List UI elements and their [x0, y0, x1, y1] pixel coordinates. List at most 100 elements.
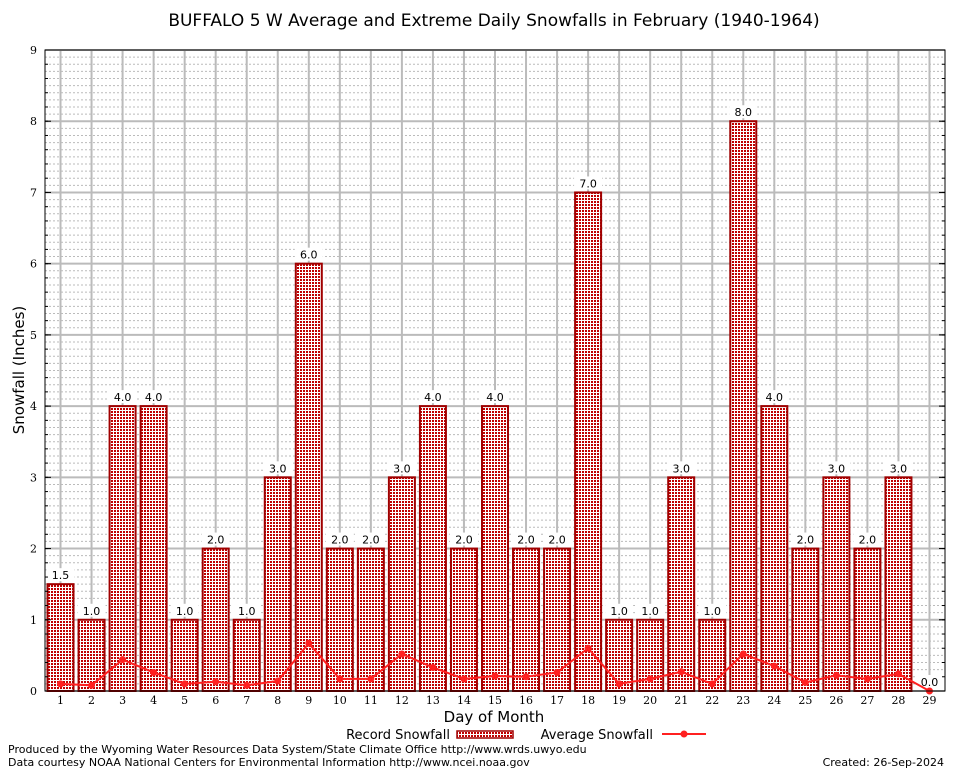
y-tick-label: 6 [30, 258, 37, 271]
data-label-day-14: 2.0 [455, 534, 473, 547]
data-label-day-5: 1.0 [176, 605, 194, 618]
average-point-day-7 [243, 681, 251, 689]
average-line [57, 639, 933, 695]
bar-day-15 [481, 405, 509, 692]
x-tick-label: 14 [457, 694, 471, 707]
y-tick-label: 5 [30, 329, 37, 342]
chart-title: BUFFALO 5 W Average and Extreme Daily Sn… [168, 11, 819, 31]
average-point-day-16 [522, 673, 530, 681]
x-tick-label: 10 [333, 694, 347, 707]
data-label-bg [884, 461, 913, 475]
x-tick-label: 29 [922, 694, 936, 707]
data-label-bg [263, 461, 292, 475]
x-tick-label: 26 [829, 694, 843, 707]
x-tick-label: 20 [643, 694, 657, 707]
y-tick-label: 9 [30, 44, 37, 57]
y-tick-label: 0 [30, 685, 37, 698]
data-label-day-13: 4.0 [424, 391, 442, 404]
x-tick-label: 16 [519, 694, 533, 707]
data-label-bg [387, 461, 416, 475]
data-label-day-22: 1.0 [703, 605, 721, 618]
data-label-day-9: 6.0 [300, 249, 318, 262]
average-point-day-18 [584, 644, 592, 652]
bar-day-21 [667, 476, 696, 693]
data-label-day-1: 1.5 [52, 569, 70, 582]
y-tick-label: 8 [30, 115, 37, 128]
x-tick-label: 12 [395, 694, 409, 707]
data-label-day-21: 3.0 [672, 462, 690, 475]
data-label-day-18: 7.0 [579, 177, 597, 190]
data-label-bg [325, 532, 354, 546]
average-point-day-25 [801, 678, 809, 686]
x-tick-label: 2 [88, 694, 95, 707]
data-label-bg [481, 390, 509, 404]
average-point-day-8 [274, 677, 282, 685]
x-tick-label: 25 [798, 694, 812, 707]
data-label-day-16: 2.0 [517, 534, 535, 547]
data-label-day-28: 3.0 [890, 462, 908, 475]
data-label-bg [698, 603, 727, 617]
average-point-day-15 [491, 672, 499, 680]
average-point-day-28 [894, 670, 902, 678]
footer-producer: Produced by the Wyoming Water Resources … [8, 743, 587, 756]
average-point-day-5 [181, 680, 189, 688]
data-label-day-2: 1.0 [83, 605, 101, 618]
data-label-day-29: 0.0 [921, 676, 939, 689]
average-point-day-2 [88, 681, 96, 689]
x-tick-label: 5 [181, 694, 188, 707]
footer-created: Created: 26-Sep-2024 [823, 756, 944, 768]
data-label-bg [449, 532, 478, 546]
bar-day-19 [605, 618, 634, 692]
x-tick-label: 15 [488, 694, 502, 707]
average-point-day-6 [212, 678, 220, 686]
bar-day-1 [46, 583, 75, 693]
data-label-day-4: 4.0 [145, 391, 163, 404]
data-label-bg [139, 390, 168, 404]
data-label-bg [574, 176, 603, 190]
data-label-bg [729, 105, 758, 119]
data-label-bg [667, 461, 696, 475]
average-point-day-10 [336, 675, 344, 683]
data-label-day-12: 3.0 [393, 462, 411, 475]
average-point-day-17 [553, 668, 561, 676]
bar-day-7 [232, 618, 261, 692]
bar-day-24 [760, 405, 789, 692]
data-label-day-20: 1.0 [641, 605, 659, 618]
x-tick-label: 17 [550, 694, 564, 707]
data-label-bg [512, 532, 541, 546]
data-label-day-7: 1.0 [238, 605, 256, 618]
bar-day-5 [170, 618, 199, 692]
data-label-day-8: 3.0 [269, 462, 287, 475]
x-tick-label: 18 [581, 694, 595, 707]
x-axis-label: Day of Month [444, 708, 545, 726]
data-label-bg [356, 532, 385, 546]
average-point-day-3 [119, 656, 127, 664]
average-point-day-11 [367, 675, 375, 683]
bar-day-10 [325, 547, 354, 692]
average-point-day-24 [770, 662, 778, 670]
average-point-day-26 [832, 671, 840, 679]
y-tick-label: 3 [30, 471, 37, 484]
bar-day-8 [263, 476, 292, 693]
x-tick-label: 6 [212, 694, 219, 707]
average-point-day-20 [646, 675, 654, 683]
bar-day-4 [139, 405, 168, 692]
data-label-bg [605, 603, 634, 617]
average-point-day-22 [708, 680, 716, 688]
bar-day-6 [201, 547, 230, 692]
bar-day-22 [698, 618, 727, 692]
data-label-day-11: 2.0 [362, 534, 380, 547]
x-tick-label: 28 [891, 694, 905, 707]
legend-average-marker [680, 730, 688, 738]
x-tick-label: 24 [767, 694, 781, 707]
data-label-day-24: 4.0 [766, 391, 784, 404]
data-label-bg [791, 532, 820, 546]
x-tick-label: 7 [243, 694, 250, 707]
x-tick-label: 9 [305, 694, 312, 707]
x-tick-label: 27 [860, 694, 874, 707]
x-tick-label: 3 [119, 694, 126, 707]
plot-frame [44, 49, 946, 692]
bar-day-13 [418, 405, 447, 692]
y-axis-label: Snowfall (Inches) [10, 306, 28, 434]
